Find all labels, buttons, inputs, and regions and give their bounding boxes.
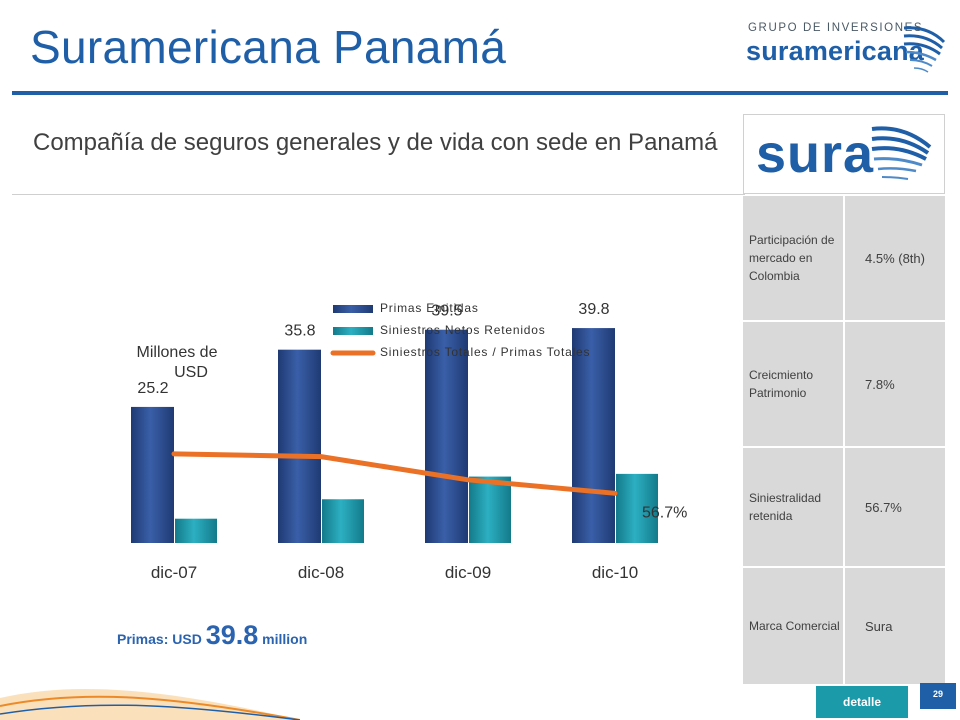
row-label: Marca Comercial (749, 619, 840, 633)
row-value: 7.8% (865, 376, 895, 392)
legend-label: Primas Emitidas (380, 301, 479, 315)
sidebar-row-siniestralidad: Siniestralidad retenida 56.7% (743, 448, 945, 566)
legend-label: Siniestros Netos Retenidos (380, 323, 546, 337)
sidebar-row-crecimiento: Creicmiento Patrimonio 7.8% (743, 322, 945, 446)
sura-logo-text: sura (756, 124, 875, 184)
x-tick-label: dic-08 (298, 563, 344, 582)
primas-value: 39.8 (205, 620, 259, 650)
page-title: Suramericana Panamá (30, 21, 507, 73)
subtitle: Compañía de seguros generales y de vida … (33, 129, 718, 156)
legend-label: Siniestros Totales / Primas Totales (380, 345, 590, 359)
row-value: 56.7% (865, 499, 902, 515)
wings-icon (903, 26, 946, 73)
sidebar-panel: sura Participación de mercado en Colombi… (743, 114, 945, 684)
wings-icon (871, 126, 932, 180)
bar-value-label: 39.8 (578, 301, 609, 318)
bar-primas-emitidas (425, 329, 468, 543)
detalle-button[interactable]: detalle (816, 686, 908, 718)
grupo-sura-logo: GRUPO DE INVERSIONES suramericana (742, 18, 952, 80)
x-tick-label: dic-09 (445, 563, 491, 582)
primas-prefix: Primas: USD (117, 631, 202, 647)
bar-chart: 25.2 35.8 39.5 39.8 56.7% dic-07 dic-08 dic-09 d… (131, 301, 687, 582)
legend-swatch-primas (333, 305, 373, 313)
sidebar-row-marca: Marca Comercial Sura (743, 568, 945, 684)
bar-primas-emitidas (131, 406, 174, 543)
legend-swatch-siniestros (333, 327, 373, 335)
bar-siniestros-netos (175, 518, 217, 543)
y-unit-label: Millones de (137, 344, 218, 361)
bar-primas-emitidas (278, 349, 321, 543)
row-label: Participación de mercado en Colombia (749, 233, 835, 283)
x-tick-label: dic-07 (151, 563, 197, 582)
bar-value-label: 35.8 (284, 323, 315, 340)
ratio-line (171, 451, 618, 496)
primas-suffix: million (262, 631, 308, 647)
sidebar-row-participacion: Participación de mercado en Colombia 4.5… (743, 196, 945, 320)
row-value: 4.5% (8th) (865, 250, 925, 266)
bar-primas-emitidas (572, 328, 615, 543)
x-tick-label: dic-10 (592, 563, 638, 582)
y-unit-label: USD (174, 364, 208, 381)
bar-siniestros-netos (616, 473, 658, 543)
logo-small-text: GRUPO DE INVERSIONES (748, 22, 924, 34)
subtitle-divider (12, 194, 745, 195)
primas-footnote: Primas: USD 39.8 million (117, 620, 307, 651)
title-divider (12, 91, 948, 95)
bar-siniestros-netos (469, 476, 511, 543)
logo-big-text: suramericana (746, 36, 925, 66)
sura-logo-box: sura (743, 114, 945, 194)
decorative-swoosh (0, 689, 300, 720)
row-value: Sura (865, 618, 893, 634)
page-number: 29 (920, 683, 956, 709)
ratio-end-label: 56.7% (642, 504, 687, 521)
row-label: Creicmiento Patrimonio (749, 368, 814, 400)
row-label: Siniestralidad retenida (749, 491, 822, 523)
bar-siniestros-netos (322, 499, 364, 543)
bar-value-label: 25.2 (137, 380, 168, 397)
bar-value-label: 39.5 (431, 303, 462, 320)
